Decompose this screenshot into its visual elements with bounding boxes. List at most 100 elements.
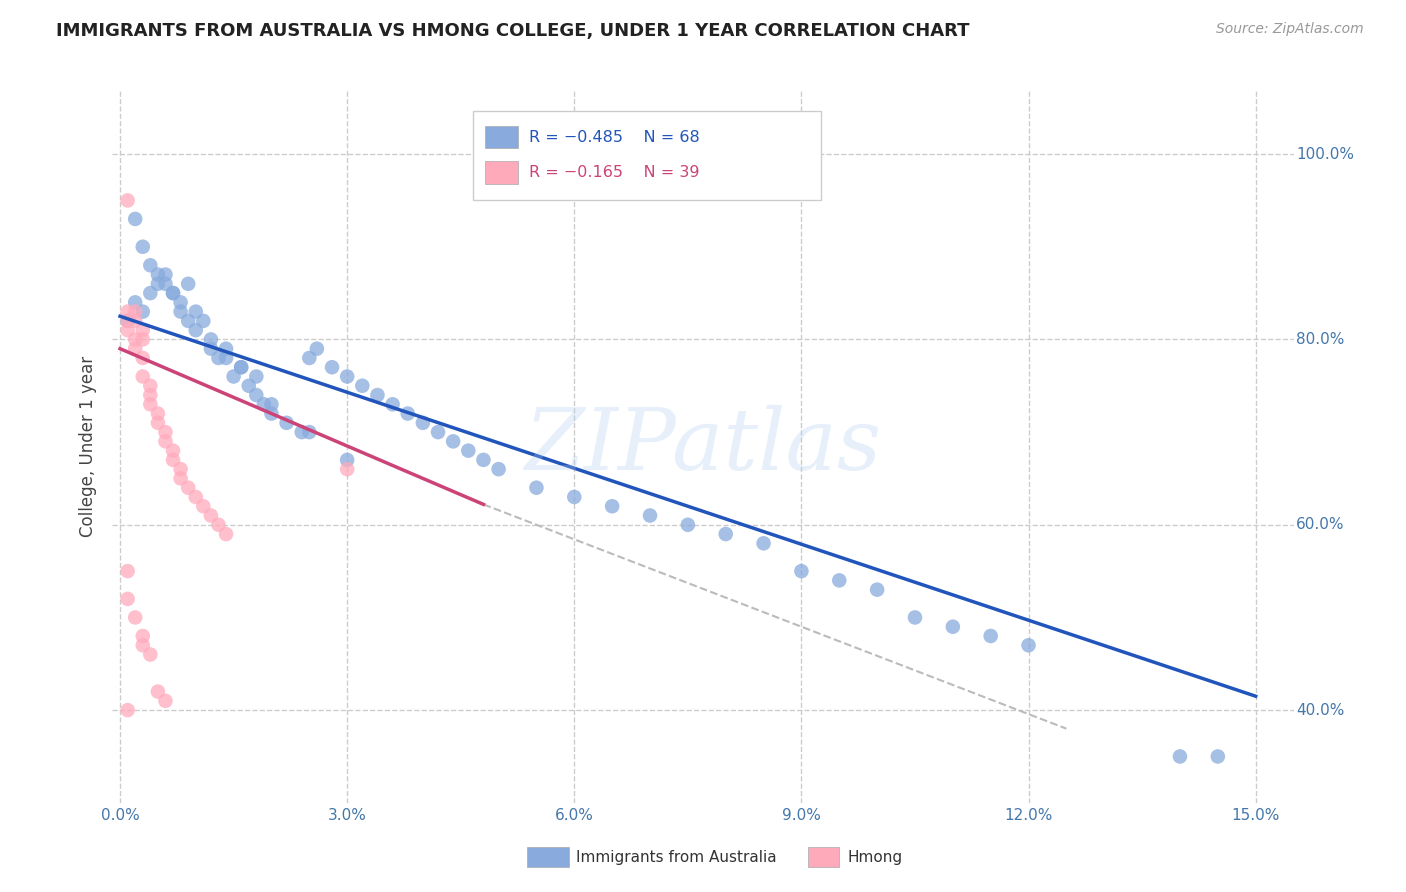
Point: [124, 295, 146, 310]
Point: [146, 407, 169, 421]
Point: [162, 286, 184, 301]
Point: [980, 629, 1002, 643]
Point: [117, 194, 139, 208]
Text: R = −0.165    N = 39: R = −0.165 N = 39: [530, 165, 700, 180]
Point: [139, 388, 162, 402]
Point: [117, 703, 139, 717]
Text: ZIPatlas: ZIPatlas: [524, 405, 882, 487]
Point: [139, 648, 162, 662]
Point: [1206, 749, 1229, 764]
Point: [200, 342, 222, 356]
Point: [139, 286, 162, 301]
Point: [124, 211, 146, 226]
Y-axis label: College, Under 1 year: College, Under 1 year: [79, 355, 97, 537]
Point: [562, 490, 585, 504]
Point: [132, 629, 155, 643]
Point: [124, 304, 146, 318]
Bar: [472, 111, 821, 200]
Point: [336, 462, 359, 476]
Point: [124, 333, 146, 347]
Text: 60.0%: 60.0%: [1296, 517, 1344, 533]
Point: [162, 443, 184, 458]
Point: [169, 462, 191, 476]
Point: [526, 481, 548, 495]
Point: [155, 277, 177, 291]
Point: [155, 268, 177, 282]
Point: [1168, 749, 1191, 764]
Point: [336, 453, 359, 467]
Point: [942, 620, 965, 634]
Point: [169, 471, 191, 485]
Bar: [485, 126, 517, 148]
Point: [139, 397, 162, 411]
Point: [132, 304, 155, 318]
Point: [352, 378, 374, 392]
Point: [752, 536, 775, 550]
Point: [184, 490, 207, 504]
Point: [638, 508, 661, 523]
Point: [169, 304, 191, 318]
Point: [117, 591, 139, 606]
Point: [412, 416, 434, 430]
Point: [215, 527, 238, 541]
Point: [828, 574, 851, 588]
Point: [146, 684, 169, 698]
Point: [260, 407, 283, 421]
Point: [714, 527, 737, 541]
Point: [177, 481, 200, 495]
Point: [215, 342, 238, 356]
Point: [155, 425, 177, 439]
Point: [321, 360, 343, 375]
Point: [427, 425, 450, 439]
Point: [117, 564, 139, 578]
Point: [193, 500, 215, 514]
Point: [457, 443, 479, 458]
Point: [124, 342, 146, 356]
Point: [193, 314, 215, 328]
Point: [231, 360, 253, 375]
Point: [132, 240, 155, 254]
Point: [132, 369, 155, 384]
Point: [488, 462, 510, 476]
Point: [132, 638, 155, 652]
Point: [139, 378, 162, 392]
Point: [215, 351, 238, 365]
Text: 40.0%: 40.0%: [1296, 703, 1344, 718]
Point: [200, 333, 222, 347]
Point: [472, 453, 495, 467]
Text: R = −0.485    N = 68: R = −0.485 N = 68: [530, 129, 700, 145]
Point: [169, 295, 191, 310]
Point: [184, 304, 207, 318]
Text: 100.0%: 100.0%: [1296, 146, 1354, 161]
Point: [207, 351, 229, 365]
Text: Hmong: Hmong: [848, 850, 903, 864]
Point: [124, 314, 146, 328]
Point: [162, 286, 184, 301]
Point: [790, 564, 813, 578]
Point: [396, 407, 419, 421]
Point: [177, 314, 200, 328]
Text: IMMIGRANTS FROM AUSTRALIA VS HMONG COLLEGE, UNDER 1 YEAR CORRELATION CHART: IMMIGRANTS FROM AUSTRALIA VS HMONG COLLE…: [56, 22, 970, 40]
Point: [132, 351, 155, 365]
Point: [200, 508, 222, 523]
Point: [146, 277, 169, 291]
Point: [276, 416, 298, 430]
Point: [162, 453, 184, 467]
Point: [291, 425, 314, 439]
Point: [245, 369, 267, 384]
Point: [146, 416, 169, 430]
Point: [305, 342, 328, 356]
Point: [155, 694, 177, 708]
Point: [441, 434, 464, 449]
Text: 80.0%: 80.0%: [1296, 332, 1344, 347]
Point: [177, 277, 200, 291]
Point: [139, 258, 162, 272]
Point: [904, 610, 927, 624]
Point: [155, 434, 177, 449]
Point: [124, 610, 146, 624]
Point: [132, 333, 155, 347]
Point: [260, 397, 283, 411]
Point: [1018, 638, 1040, 652]
Point: [117, 314, 139, 328]
Point: [298, 351, 321, 365]
